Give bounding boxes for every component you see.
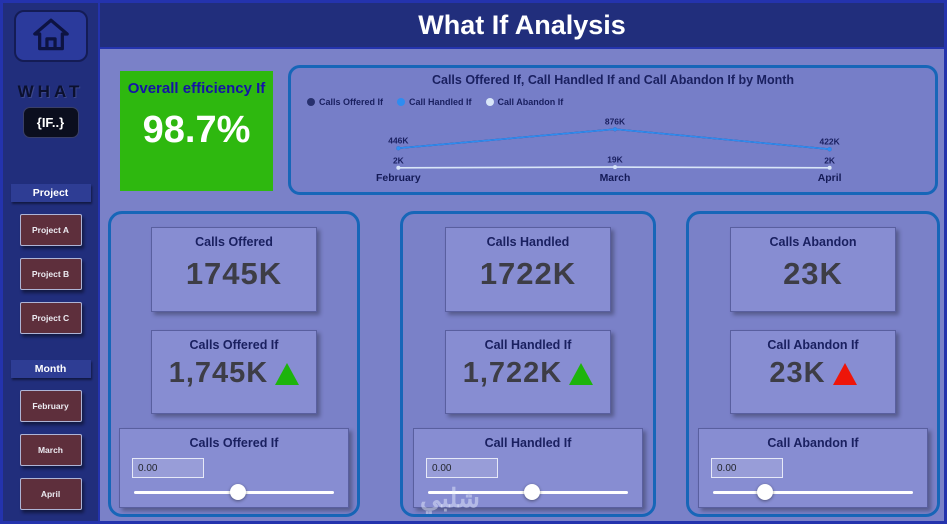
line-chart-panel: Calls Offered If, Call Handled If and Ca… bbox=[288, 65, 938, 195]
svg-text:March: March bbox=[600, 173, 631, 184]
kpi-card: Calls Offered 1745K bbox=[151, 227, 317, 312]
legend-item-call-handled-if[interactable]: Call Handled If bbox=[397, 97, 472, 107]
parameter-title: Call Handled If bbox=[484, 436, 572, 450]
slider-thumb[interactable] bbox=[524, 484, 540, 500]
month-slicer-header: Month bbox=[10, 360, 91, 378]
parameter-value-input[interactable] bbox=[711, 458, 783, 478]
calls-offered-panel: Calls Offered 1745K Calls Offered If 1,7… bbox=[108, 211, 360, 517]
kpi-title: Calls Offered bbox=[195, 235, 273, 249]
delta-up-icon bbox=[275, 362, 300, 385]
legend-label: Call Handled If bbox=[409, 97, 472, 107]
legend-item-call-abandon-if[interactable]: Call Abandon If bbox=[485, 97, 564, 107]
efficiency-card: Overall efficiency If 98.7% bbox=[120, 71, 273, 191]
kpi-card: Calls Handled 1722K bbox=[445, 227, 611, 312]
kpi-title: Calls Handled bbox=[486, 235, 570, 249]
header-bar: What If Analysis bbox=[100, 3, 944, 47]
legend-dot-icon bbox=[397, 98, 406, 106]
parameter-title: Calls Offered If bbox=[189, 436, 279, 450]
what-if-kpi-value: 1,722K bbox=[462, 357, 563, 389]
what-if-kpi-card: Calls Offered If 1,745K bbox=[151, 330, 317, 414]
delta-up-icon bbox=[832, 362, 857, 385]
svg-text:876K: 876K bbox=[605, 117, 626, 127]
slider-thumb[interactable] bbox=[230, 484, 246, 500]
page-title: What If Analysis bbox=[418, 9, 626, 40]
svg-text:2K: 2K bbox=[393, 155, 405, 165]
main-content: Overall efficiency If 98.7% Calls Offere… bbox=[100, 49, 944, 521]
home-button[interactable] bbox=[13, 10, 88, 62]
month-february-button[interactable]: February bbox=[19, 390, 82, 422]
efficiency-value: 98.7% bbox=[142, 109, 251, 152]
parameter-value-input[interactable] bbox=[426, 458, 498, 478]
what-if-parameter-card: Calls Offered If bbox=[119, 428, 349, 508]
kpi-value: 23K bbox=[783, 256, 843, 291]
project-a-button[interactable]: Project A bbox=[19, 214, 82, 246]
chart-legend: Calls Offered If Call Handled If Call Ab… bbox=[307, 97, 563, 107]
kpi-title: Calls Abandon bbox=[769, 235, 857, 249]
svg-text:19K: 19K bbox=[607, 155, 623, 165]
delta-up-icon bbox=[569, 362, 594, 385]
legend-dot-icon bbox=[307, 98, 315, 106]
svg-text:446K: 446K bbox=[388, 136, 409, 146]
home-icon bbox=[31, 17, 71, 56]
logo-text-if: {IF..} bbox=[22, 107, 79, 138]
legend-item-calls-offered-if[interactable]: Calls Offered If bbox=[307, 97, 383, 107]
slider-thumb[interactable] bbox=[757, 484, 773, 500]
what-if-kpi-card: Call Abandon If 23K bbox=[730, 330, 896, 414]
project-slicer-header: Project bbox=[10, 184, 91, 202]
app-logo: WHAT {IF..} bbox=[3, 82, 98, 138]
kpi-value: 1745K bbox=[185, 256, 283, 291]
efficiency-title: Overall efficiency If bbox=[127, 80, 266, 97]
parameter-title: Call Abandon If bbox=[767, 436, 859, 450]
what-if-parameter-card: Call Handled If bbox=[413, 428, 643, 508]
sidebar: WHAT {IF..} Project Project A Project B … bbox=[3, 3, 98, 521]
project-b-button[interactable]: Project B bbox=[19, 258, 82, 290]
legend-label: Call Abandon If bbox=[497, 97, 564, 107]
calls-handled-panel: Calls Handled 1722K Call Handled If 1,72… bbox=[400, 211, 656, 517]
what-if-kpi-value: 1,745K bbox=[168, 357, 269, 389]
month-april-button[interactable]: April bbox=[19, 478, 82, 510]
svg-text:422K: 422K bbox=[820, 137, 841, 147]
parameter-slider[interactable] bbox=[713, 484, 913, 500]
project-c-button[interactable]: Project C bbox=[19, 302, 82, 334]
kpi-card: Calls Abandon 23K bbox=[730, 227, 896, 312]
parameter-slider[interactable] bbox=[428, 484, 628, 500]
logo-text-what: WHAT bbox=[17, 82, 84, 101]
chart-title: Calls Offered If, Call Handled If and Ca… bbox=[431, 73, 795, 87]
what-if-kpi-title: Calls Offered If bbox=[189, 338, 279, 352]
svg-text:February: February bbox=[376, 173, 421, 184]
what-if-kpi-title: Call Abandon If bbox=[767, 338, 859, 352]
calls-abandon-panel: Calls Abandon 23K Call Abandon If 23K Ca… bbox=[686, 211, 940, 517]
what-if-kpi-value: 23K bbox=[769, 357, 826, 389]
legend-label: Calls Offered If bbox=[319, 97, 384, 107]
legend-dot-icon bbox=[485, 98, 494, 106]
kpi-value: 1722K bbox=[479, 256, 577, 291]
parameter-slider[interactable] bbox=[134, 484, 334, 500]
what-if-parameter-card: Call Abandon If bbox=[698, 428, 928, 508]
svg-text:April: April bbox=[818, 173, 842, 184]
parameter-value-input[interactable] bbox=[132, 458, 204, 478]
month-march-button[interactable]: March bbox=[19, 434, 82, 466]
what-if-kpi-title: Call Handled If bbox=[484, 338, 572, 352]
svg-text:2K: 2K bbox=[824, 155, 836, 165]
what-if-kpi-card: Call Handled If 1,722K bbox=[445, 330, 611, 414]
line-chart: 446K 876K 422K 2K 19K 2K February March April bbox=[376, 117, 842, 184]
